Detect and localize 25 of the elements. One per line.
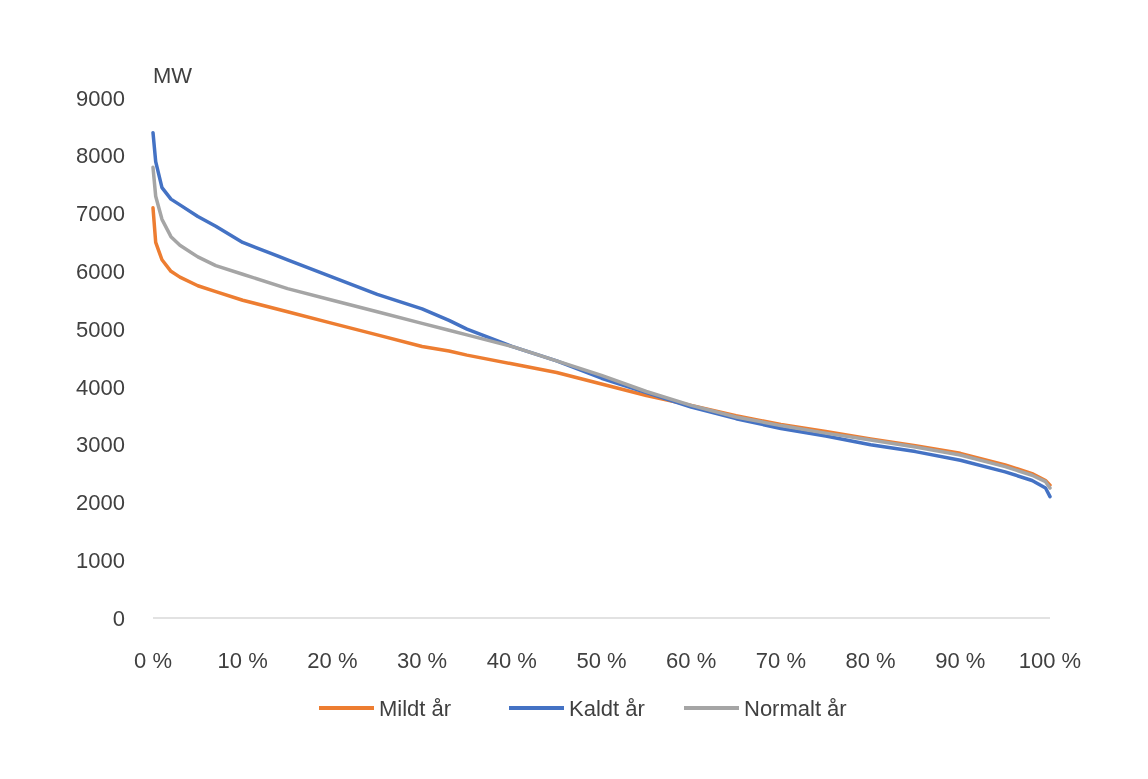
x-tick-label: 20 % (307, 648, 358, 673)
y-tick-label: 5000 (76, 316, 125, 342)
y-tick-label: 6000 (76, 259, 125, 285)
y-tick-label: 8000 (76, 143, 125, 169)
x-tick-label: 70 % (755, 648, 806, 673)
y-tick-label: 4000 (76, 374, 125, 400)
x-tick-label: 50 % (576, 648, 627, 673)
y-tick-label: 0 (112, 605, 125, 631)
y-tick-label: 1000 (76, 547, 125, 573)
x-tick-label: 90 % (935, 648, 986, 673)
y-axis-title: MW (153, 63, 193, 88)
x-tick-label: 10 % (217, 648, 268, 673)
x-tick-label: 0 % (134, 648, 172, 673)
x-tick-label: 30 % (397, 648, 448, 673)
x-tick-label: 40 % (486, 648, 537, 673)
legend-label: Kaldt år (569, 695, 645, 721)
y-tick-label: 2000 (76, 490, 125, 516)
x-tick-label: 80 % (845, 648, 896, 673)
x-tick-label: 60 % (666, 648, 717, 673)
y-tick-label: 3000 (76, 432, 125, 458)
y-tick-label: 7000 (76, 201, 125, 227)
y-tick-label: 9000 (76, 85, 125, 111)
legend-label: Mildt år (379, 695, 452, 721)
x-tick-label: 100 % (1018, 648, 1082, 673)
legend-label: Normalt år (744, 695, 847, 721)
